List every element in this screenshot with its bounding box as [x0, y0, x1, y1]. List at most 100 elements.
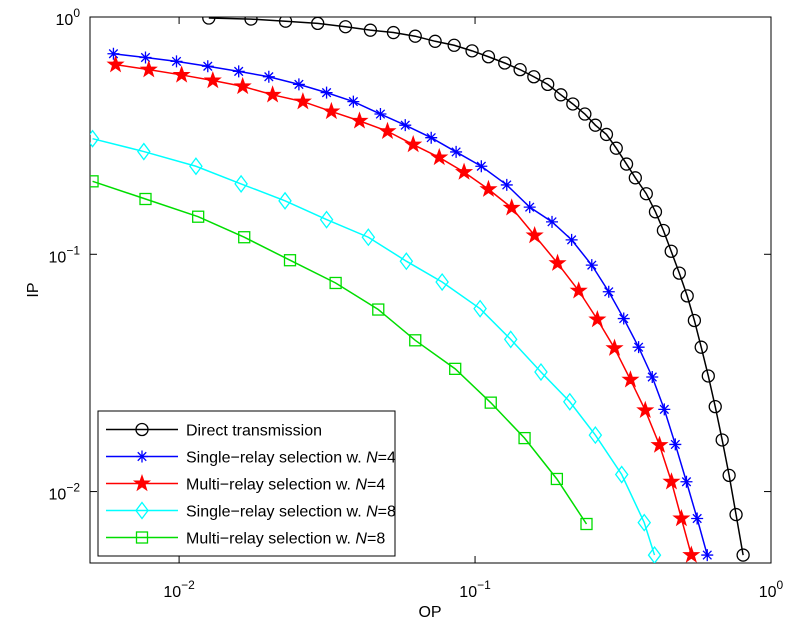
x-tick-label: 10−2 [163, 578, 195, 601]
series-line [92, 137, 656, 556]
marker [425, 131, 438, 144]
marker [658, 403, 671, 416]
marker [399, 119, 412, 132]
legend-label: Multi−relay selection w. N=8 [186, 531, 385, 548]
marker [172, 65, 191, 83]
marker [244, 17, 258, 26]
marker [137, 142, 151, 161]
marker [232, 65, 245, 78]
marker [621, 370, 640, 388]
marker [632, 341, 645, 354]
marker [465, 44, 479, 58]
marker [500, 178, 513, 191]
marker [648, 205, 663, 219]
marker [450, 145, 463, 158]
marker [263, 85, 282, 103]
marker [372, 303, 385, 316]
marker [617, 312, 630, 325]
marker [139, 60, 158, 78]
marker [628, 171, 642, 185]
marker [233, 76, 252, 95]
marker [428, 34, 442, 48]
marker [518, 431, 531, 445]
plot-content [90, 17, 750, 563]
marker [566, 97, 580, 111]
marker [680, 289, 694, 303]
marker [585, 259, 598, 272]
marker [363, 23, 378, 37]
marker [664, 244, 678, 258]
series-line [115, 63, 693, 556]
legend-label: Multi−relay selection w. N=4 [186, 477, 385, 494]
marker [605, 338, 624, 356]
marker [523, 201, 536, 214]
legend-marker [135, 422, 149, 437]
marker [602, 285, 615, 298]
marker [106, 55, 125, 73]
marker [614, 465, 629, 484]
marker [278, 17, 293, 28]
marker [447, 38, 461, 52]
marker [374, 108, 387, 121]
y-tick-label: 10−2 [49, 481, 81, 504]
marker [646, 370, 659, 383]
marker [292, 78, 305, 91]
marker [479, 179, 498, 197]
marker [599, 127, 614, 142]
marker [283, 254, 297, 267]
legend-marker [135, 501, 149, 520]
marker [454, 162, 474, 180]
marker [694, 340, 708, 354]
marker [329, 276, 342, 290]
marker [319, 210, 334, 229]
marker [662, 472, 681, 490]
marker [636, 400, 655, 419]
marker [687, 313, 702, 328]
legend-marker [132, 473, 152, 492]
marker [637, 513, 652, 532]
marker [548, 253, 567, 271]
marker [588, 426, 603, 445]
legend: Direct transmission Single−relay selectio… [97, 410, 396, 557]
marker [90, 129, 100, 148]
x-tick-label: 100 [759, 578, 784, 601]
x-tick-label: 10−1 [459, 578, 491, 601]
legend-label: Direct transmission [186, 423, 322, 440]
marker [639, 187, 653, 201]
marker [189, 157, 203, 176]
marker [139, 192, 152, 206]
marker [503, 330, 518, 349]
marker [729, 507, 743, 522]
marker [484, 396, 497, 409]
marker [449, 362, 462, 375]
marker [680, 475, 693, 488]
marker [609, 141, 623, 155]
marker [534, 362, 548, 382]
marker [565, 233, 578, 246]
marker [554, 88, 568, 102]
marker [347, 95, 360, 108]
marker [541, 77, 555, 92]
legend-marker [136, 450, 148, 463]
marker [238, 231, 251, 244]
marker [435, 272, 449, 292]
y-axis-label: IP [25, 282, 42, 297]
marker [647, 545, 662, 563]
marker [293, 92, 312, 110]
marker [378, 121, 397, 139]
series-line [92, 180, 588, 525]
marker [473, 299, 487, 318]
y-tick-label: 10−1 [49, 243, 81, 266]
marker [350, 111, 369, 129]
marker [672, 266, 686, 280]
legend-marker [135, 531, 149, 544]
marker [107, 47, 120, 60]
marker [588, 118, 603, 132]
marker [701, 369, 715, 383]
legend-label: Single−relay selection w. N=8 [186, 504, 396, 521]
marker [513, 62, 527, 77]
marker [669, 438, 682, 451]
marker [361, 228, 376, 247]
marker [409, 334, 422, 347]
